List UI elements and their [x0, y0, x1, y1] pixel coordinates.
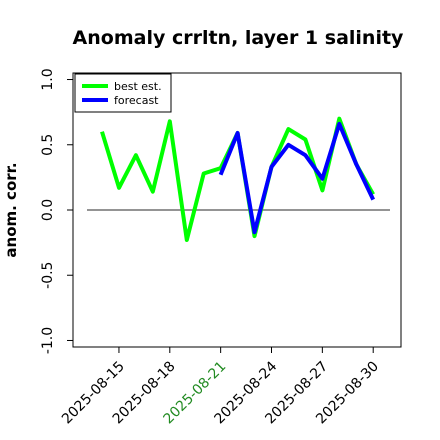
- legend-box: [74, 73, 172, 113]
- series-group: [100, 116, 376, 242]
- y-tick-label: 0.5: [40, 134, 56, 156]
- series-line-forecast: [218, 121, 376, 235]
- y-tick-label: 1.0: [40, 68, 56, 90]
- y-tick-label: -0.5: [40, 262, 56, 289]
- y-tick-label: -1.0: [40, 327, 56, 354]
- legend-label-forecast: forecast: [114, 94, 159, 107]
- x-ticks-group: 2025-08-152025-08-182025-08-212025-08-24…: [59, 347, 382, 427]
- y-tick-label: 0.0: [40, 199, 56, 221]
- legend: best est. forecast: [74, 73, 172, 113]
- legend-label-best-est: best est.: [114, 80, 162, 93]
- y-ticks-group: 1.0 0.5 0.0 -0.5 -1.0: [40, 68, 73, 354]
- chart-title: Anomaly crrltn, layer 1 salinity: [73, 27, 404, 49]
- y-axis-label: anom. corr.: [2, 162, 20, 257]
